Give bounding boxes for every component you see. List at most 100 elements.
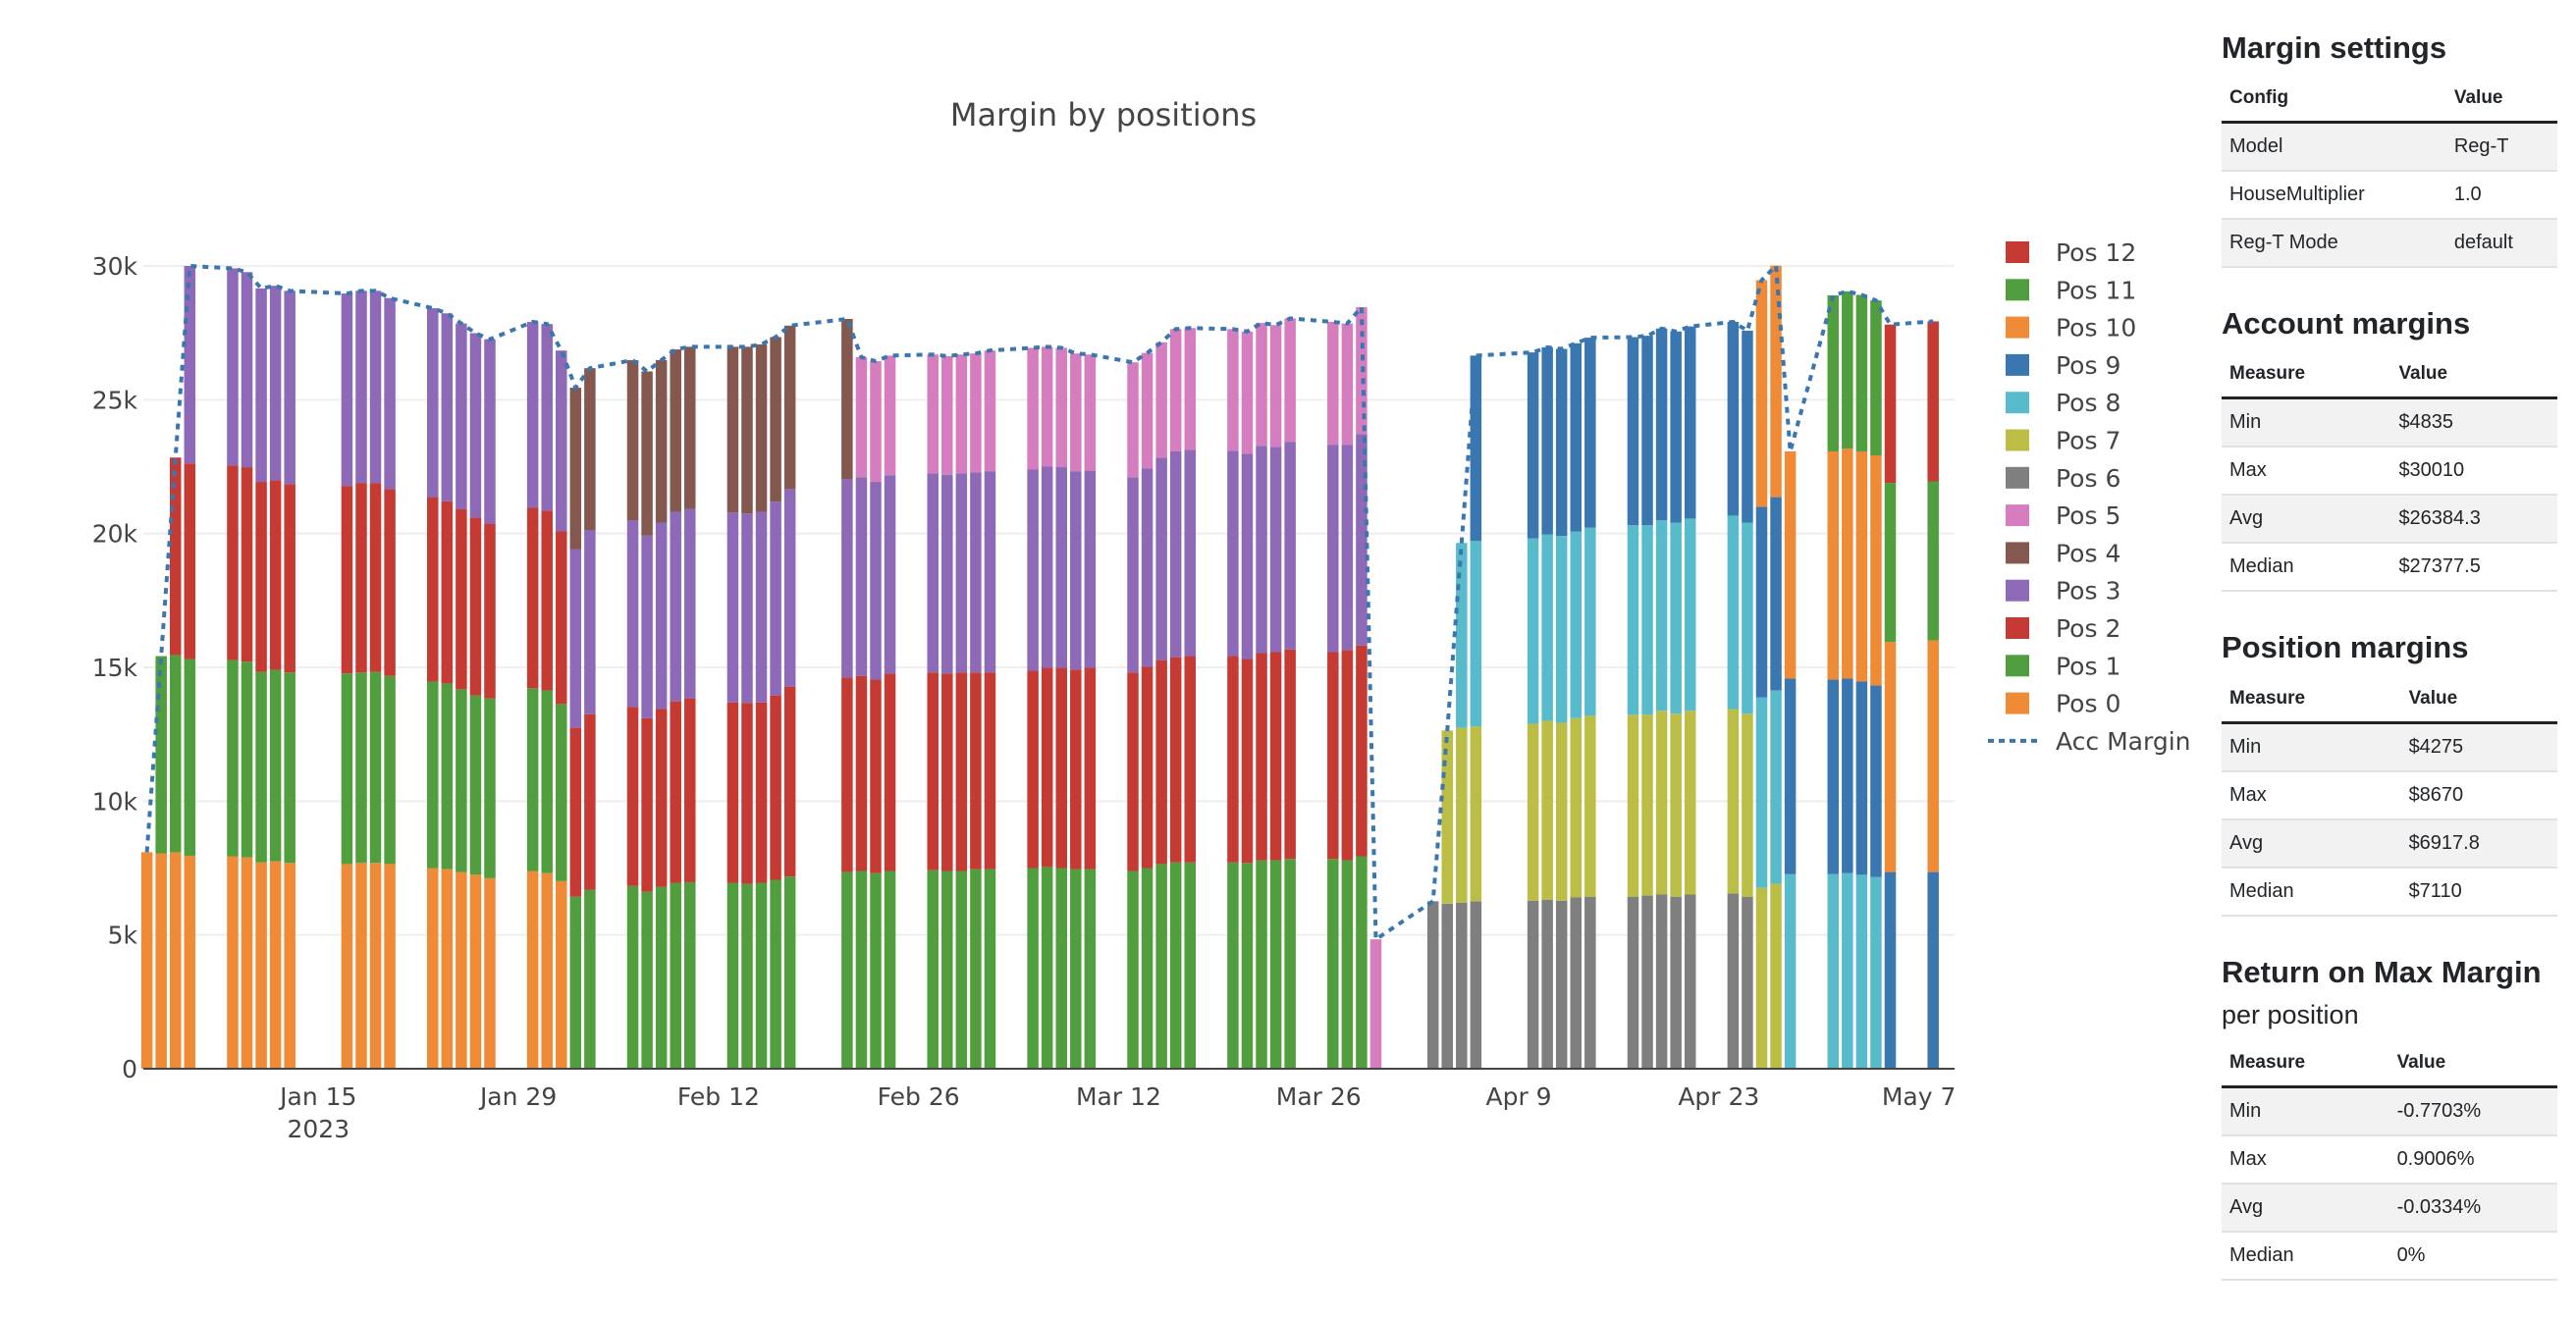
bar-segment-pos-2 [484, 523, 496, 699]
column-header: Value [2390, 353, 2557, 400]
bar-segment-pos-3 [584, 530, 596, 714]
legend-item[interactable]: Pos 9 [2006, 351, 2120, 380]
bar-segment-pos-2 [1041, 667, 1053, 868]
legend-item[interactable]: Pos 0 [2006, 690, 2120, 718]
legend-item[interactable]: Pos 1 [2006, 652, 2120, 680]
table-cell: Avg [2222, 1183, 2389, 1233]
table-header-row: Measure Value [2222, 677, 2557, 724]
bar-segment-pos-1 [1184, 862, 1196, 1069]
bar-segment-pos-1 [227, 659, 239, 857]
table-row: Median $7110 [2222, 867, 2557, 917]
table-cell: Min [2222, 722, 2401, 772]
bar-segment-pos-4 [770, 337, 781, 502]
bar-segment-pos-2 [783, 686, 796, 877]
bar-segment-pos-0 [255, 862, 267, 1069]
x-tick-label: Feb 12 [677, 1082, 760, 1111]
column-header: Value [2388, 1041, 2557, 1088]
bar-segment-pos-3 [1084, 470, 1097, 668]
bar-segment-pos-1 [770, 879, 781, 1069]
bar-segment-pos-2 [1055, 667, 1067, 869]
bar-segment-pos-3 [1227, 450, 1239, 657]
bar-segment-pos-9 [1641, 336, 1653, 526]
legend-item[interactable]: Pos 2 [2006, 614, 2120, 643]
bar-segment-pos-2 [855, 675, 868, 871]
legend-item[interactable]: Pos 3 [2006, 577, 2120, 606]
bar-segment-pos-4 [755, 343, 768, 512]
table-cell: Max [2222, 770, 2401, 820]
legend-item[interactable]: Pos 5 [2006, 501, 2120, 530]
bar-segment-pos-0 [441, 869, 454, 1069]
bar-segment-pos-1 [841, 871, 853, 1069]
bar-segment-pos-1 [655, 886, 668, 1069]
legend-item[interactable]: Pos 8 [2006, 389, 2120, 417]
y-tick-label: 15k [92, 654, 138, 682]
table-cell: Reg-T Mode [2222, 219, 2446, 269]
margin-settings-table: Config Value Model Reg-T HouseMultiplier 1.0 R… [2222, 78, 2557, 269]
table-cell: $26384.3 [2390, 495, 2557, 545]
bar-segment-pos-2 [755, 702, 768, 883]
bar-segment-pos-2 [541, 510, 553, 691]
table-cell: $7110 [2400, 867, 2557, 917]
bar-segment-pos-8 [1727, 515, 1740, 710]
bar-segment-pos-0 [184, 855, 196, 1069]
legend-item[interactable]: Pos 10 [2006, 314, 2136, 343]
legend-swatch [2006, 617, 2029, 639]
bar-segment-pos-3 [870, 482, 882, 680]
table-cell: $6917.8 [2400, 818, 2557, 869]
bar-segment-pos-7 [1727, 709, 1740, 894]
bar-segment-pos-1 [355, 672, 367, 864]
bar-segment-pos-1 [569, 896, 582, 1069]
legend[interactable]: Pos 12 Pos 11 Pos 10 Pos 9 Pos 8 Pos 7 Pos 6 Po… [1988, 238, 2191, 756]
bar-segment-pos-1 [541, 690, 553, 873]
bars [140, 265, 1939, 1069]
legend-item[interactable]: Pos 7 [2006, 427, 2120, 455]
bar-segment-pos-5 [1041, 346, 1053, 467]
table-row: Max 0.9006% [2222, 1134, 2557, 1185]
legend-item[interactable]: Pos 11 [2006, 276, 2136, 304]
legend-label: Pos 5 [2056, 501, 2120, 530]
bar-segment-pos-7 [1527, 723, 1539, 901]
table-cell: 1.0 [2445, 171, 2557, 221]
legend-item[interactable]: Acc Margin [1988, 727, 2191, 756]
table-row: Model Reg-T [2222, 122, 2557, 173]
legend-label: Pos 11 [2056, 276, 2136, 304]
bar-segment-pos-3 [1155, 457, 1167, 660]
bar-segment-pos-4 [569, 388, 582, 550]
bar-segment-pos-3 [284, 290, 295, 485]
legend-item[interactable]: Pos 12 [2006, 238, 2136, 267]
bar-segment-pos-5 [1241, 331, 1254, 454]
bar-segment-pos-1 [1356, 856, 1368, 1069]
bar-segment-pos-9 [1555, 348, 1568, 537]
bar-segment-pos-5 [984, 350, 996, 472]
bar-segment-pos-0 [140, 852, 153, 1069]
legend-label: Pos 2 [2056, 614, 2120, 643]
bar-segment-pos-2 [841, 677, 853, 872]
bar-segment-pos-2 [1227, 656, 1239, 863]
bar-segment-pos-8 [1541, 534, 1553, 721]
legend-swatch [2006, 655, 2029, 677]
table-row: HouseMultiplier 1.0 [2222, 171, 2557, 221]
bar-segment-pos-2 [655, 709, 668, 887]
bar-segment-pos-11 [1884, 483, 1897, 643]
bar-segment-pos-2 [355, 483, 367, 673]
table-cell: Avg [2222, 495, 2391, 545]
table-row: Min $4835 [2222, 397, 2557, 448]
bar-segment-pos-5 [1027, 347, 1039, 470]
legend-swatch [2006, 692, 2029, 714]
legend-item[interactable]: Pos 4 [2006, 539, 2120, 567]
bar-segment-pos-9 [1727, 321, 1740, 516]
bar-segment-pos-3 [684, 508, 696, 699]
legend-item[interactable]: Pos 6 [2006, 464, 2120, 493]
table-cell: -0.7703% [2388, 1086, 2557, 1136]
bar-segment-pos-5 [1256, 323, 1267, 447]
table-cell: $27377.5 [2390, 543, 2557, 593]
legend-swatch [2006, 279, 2029, 301]
bar-segment-pos-1 [927, 870, 939, 1069]
bar-segment-pos-0 [427, 868, 439, 1069]
table-cell: Reg-T [2445, 122, 2557, 173]
bar-segment-pos-4 [584, 368, 596, 531]
bar-segment-pos-10 [1870, 455, 1882, 686]
bar-segment-pos-10 [1784, 450, 1797, 679]
legend-label: Pos 8 [2056, 389, 2120, 417]
bar-segment-pos-3 [783, 489, 796, 687]
